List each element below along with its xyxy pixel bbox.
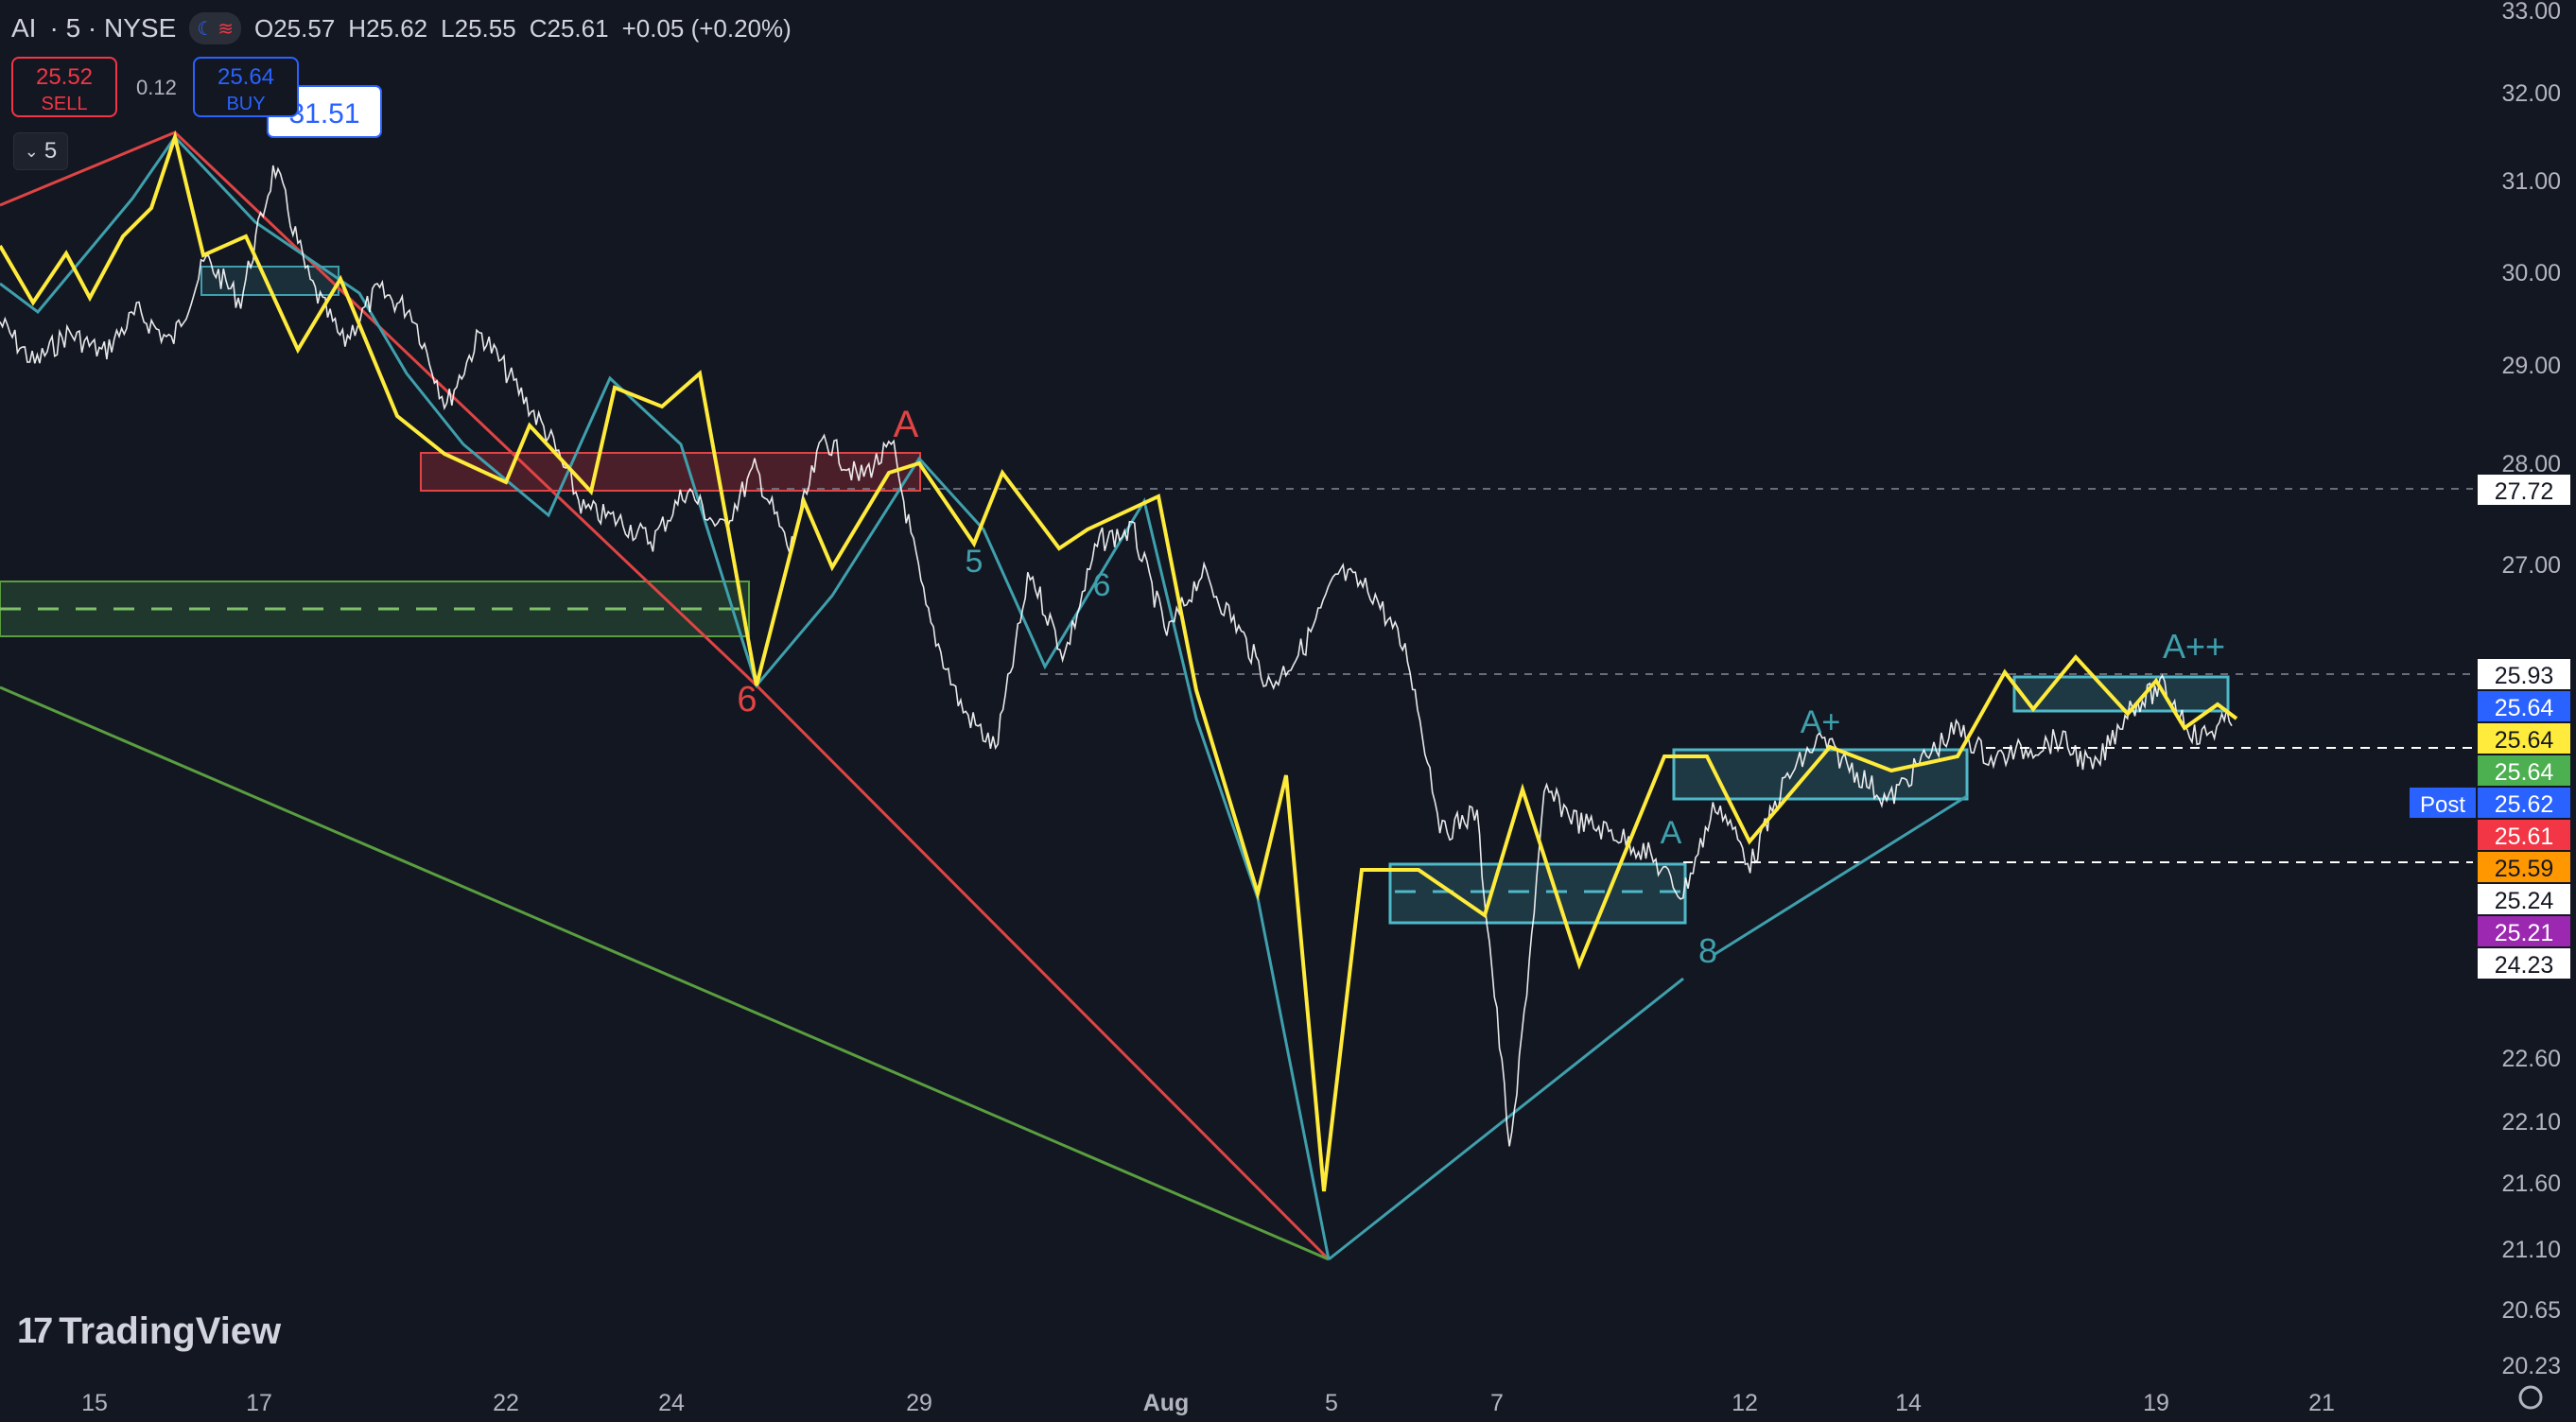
high-value: 25.62: [366, 13, 428, 43]
price-tag: [2478, 916, 2570, 946]
y-tick-label: 22.60: [2501, 1046, 2561, 1072]
buy-button[interactable]: 25.64 BUY: [193, 57, 299, 117]
post-tag-text: Post: [2420, 792, 2465, 818]
x-tick-label: 21: [2308, 1390, 2335, 1416]
price-tag-text: 27.72: [2495, 478, 2554, 505]
interval-exchange: · 5 · NYSE: [49, 13, 177, 43]
chart-annotation: 8: [1698, 931, 1717, 970]
y-tick-label: 27.00: [2501, 552, 2561, 579]
x-tick-label: 5: [1325, 1390, 1338, 1416]
chevron-down-icon: ⌄: [24, 141, 39, 161]
swing-line-red: [0, 130, 1331, 1261]
price-tag: [2478, 948, 2570, 979]
price-tag-text: 25.64: [2495, 727, 2554, 754]
price-tag-text: 25.64: [2495, 759, 2554, 786]
y-tick-label: 21.60: [2501, 1171, 2561, 1197]
y-tick-label: 33.00: [2501, 0, 2561, 25]
price-tag-text: 25.62: [2495, 791, 2554, 818]
chart-annotation: A: [1661, 815, 1682, 851]
price-tag-text: 25.61: [2495, 824, 2554, 850]
chart-annotation: A: [894, 404, 919, 445]
price-tag: [2478, 852, 2570, 882]
tradingview-logo-text: TradingView: [59, 1310, 282, 1352]
y-tick-label: 28.00: [2501, 451, 2561, 477]
demand-zone: [0, 581, 750, 637]
sell-label: SELL: [41, 94, 88, 114]
y-tick-label: 22.10: [2501, 1109, 2561, 1136]
price-tag: [2478, 884, 2570, 914]
x-tick-label: 14: [1895, 1390, 1922, 1416]
price-tag-text: 25.93: [2495, 663, 2554, 689]
swing-line-teal: [1713, 794, 1968, 957]
interval-button[interactable]: ⌄ 5: [13, 132, 68, 170]
chart-annotation: 6: [1093, 567, 1111, 603]
interval-label: 5: [44, 138, 58, 164]
moon-icon: ☾: [197, 18, 215, 40]
post-tag: [2410, 788, 2476, 818]
x-tick-label: 7: [1490, 1390, 1504, 1416]
price-series-line: [0, 165, 2233, 1147]
y-tick-label: 20.23: [2501, 1353, 2561, 1379]
y-tick-label: 29.00: [2501, 353, 2561, 379]
x-tick-label: 12: [1732, 1390, 1758, 1416]
swing-line-teal: [0, 134, 1331, 1260]
chart-annotation: A++: [2163, 627, 2225, 666]
price-tag: [2478, 659, 2570, 689]
close-value: 25.61: [547, 13, 609, 43]
chart-annotation: A+: [1801, 704, 1841, 740]
price-tag: [2478, 723, 2570, 754]
ohlc-values: O25.57 H25.62 L25.55 C25.61 +0.05 (+0.20…: [253, 13, 792, 43]
buy-label: BUY: [226, 94, 266, 114]
tradingview-logo[interactable]: 17 TradingView: [17, 1310, 281, 1353]
swing-line-green: [0, 685, 1330, 1261]
price-tag: [2478, 820, 2570, 850]
tradingview-logo-icon: 17: [17, 1311, 53, 1351]
y-tick-label: 20.65: [2501, 1297, 2561, 1324]
x-tick-label: 22: [493, 1390, 519, 1416]
low-value: 25.55: [454, 13, 516, 43]
x-tick-label: 24: [658, 1390, 685, 1416]
x-tick-label: 19: [2143, 1390, 2169, 1416]
chart-annotation: 5: [966, 544, 983, 580]
y-tick-label: 30.00: [2501, 260, 2561, 286]
supply-zone: [420, 452, 921, 492]
sell-price: 25.52: [35, 64, 94, 90]
price-tag: [2478, 788, 2570, 818]
price-tag-text: 25.64: [2495, 695, 2554, 721]
price-label-text: 31.51: [288, 98, 359, 130]
zigzag-line-yellow: [0, 130, 2238, 1192]
chart-legend: AI · 5 · NYSE ☾ ≋ O25.57 H25.62 L25.55 C…: [11, 9, 792, 47]
price-tag: [2478, 691, 2570, 721]
buy-price: 25.64: [217, 64, 275, 90]
symbol-name[interactable]: AI: [11, 13, 37, 43]
x-tick-label: Aug: [1143, 1390, 1190, 1416]
open-value: 25.57: [273, 13, 336, 43]
spread-value: 0.12: [136, 76, 177, 99]
price-tag: [2478, 475, 2570, 505]
settings-icon: [2518, 1385, 2543, 1410]
price-tag-text: 25.21: [2495, 920, 2554, 946]
price-tag-text: 25.24: [2495, 888, 2554, 914]
y-tick-label: 32.00: [2501, 80, 2561, 107]
price-tag-text: 25.59: [2495, 856, 2554, 882]
price-tag: [2478, 755, 2570, 786]
y-tick-label: 21.10: [2501, 1237, 2561, 1263]
price-tag-text: 24.23: [2495, 952, 2554, 979]
sell-button[interactable]: 25.52 SELL: [11, 57, 117, 117]
change-value: +0.05 (+0.20%): [621, 13, 792, 43]
box-zone: [1388, 862, 1687, 925]
wave-icon: ≋: [218, 18, 234, 40]
chart-annotation: 6: [737, 680, 757, 720]
x-tick-label: 17: [246, 1390, 272, 1416]
x-tick-label: 15: [81, 1390, 108, 1416]
x-tick-label: 29: [906, 1390, 932, 1416]
session-toggle[interactable]: ☾ ≋: [189, 12, 241, 44]
y-tick-label: 31.00: [2501, 168, 2561, 195]
